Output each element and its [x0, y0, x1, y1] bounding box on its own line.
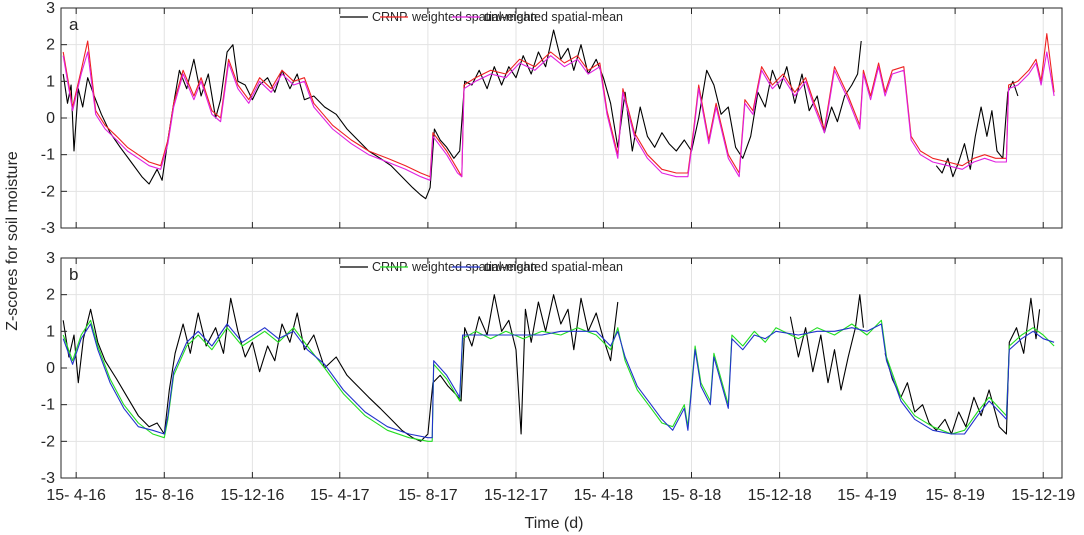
x-tick-label: 15-12-16 — [220, 487, 284, 504]
x-tick-label: 15- 4-19 — [837, 487, 897, 504]
series-line-unweighted-spatial-mean — [62, 323, 1055, 439]
y-tick-label: 2 — [46, 287, 55, 304]
y-tick-label: -3 — [41, 220, 55, 237]
y-tick-label: 0 — [46, 360, 55, 377]
x-tick-label: 15- 4-17 — [310, 487, 370, 504]
x-axis-label: Time (d) — [525, 515, 584, 532]
series-line-crnp — [62, 294, 619, 442]
x-tick-label: 15-12-19 — [1011, 487, 1075, 504]
y-axis-label: Z-scores for soil moisture — [4, 151, 21, 331]
y-tick-label: -2 — [41, 433, 55, 450]
x-tick-label: 15-12-17 — [484, 487, 548, 504]
series-line-unweighted-spatial-mean — [62, 51, 1055, 181]
x-tick-label: 15-12-18 — [748, 487, 812, 504]
panel-label: b — [69, 265, 78, 284]
y-tick-label: -3 — [41, 470, 55, 487]
y-tick-label: -2 — [41, 183, 55, 200]
x-tick-label: 15- 8-17 — [398, 487, 458, 504]
series-line-crnp — [935, 80, 1019, 178]
y-tick-label: -1 — [41, 397, 55, 414]
x-tick-label: 15- 8-16 — [134, 487, 194, 504]
series-line-crnp — [789, 294, 864, 391]
y-tick-label: 1 — [46, 73, 55, 90]
series-line-weighted-spatial-mean — [62, 33, 1055, 178]
panel-label: a — [69, 15, 79, 34]
y-tick-label: 3 — [46, 0, 55, 17]
panel-a: -3 -2 -1 0 1 2 3a CRNP weighted spatial-meanunwe… — [41, 0, 1063, 237]
legend-label: unweighted spatial-mean — [484, 260, 623, 274]
x-tick-label: 15- 4-16 — [46, 487, 106, 504]
x-tick-label: 15- 4-18 — [574, 487, 634, 504]
y-tick-label: 1 — [46, 323, 55, 340]
panel-b: -3 -2 -1 0 1 2 3 15- 4-16 15- 8-16 15-12-16 15- 4-… — [41, 250, 1076, 504]
y-tick-label: -1 — [41, 147, 55, 164]
series-line-crnp — [884, 297, 1041, 435]
x-tick-label: 15- 8-19 — [925, 487, 985, 504]
y-tick-label: 3 — [46, 250, 55, 267]
y-tick-label: 2 — [46, 37, 55, 54]
y-tick-label: 0 — [46, 110, 55, 127]
legend-label: unweighted spatial-mean — [484, 10, 623, 24]
x-tick-label: 15- 8-18 — [662, 487, 722, 504]
